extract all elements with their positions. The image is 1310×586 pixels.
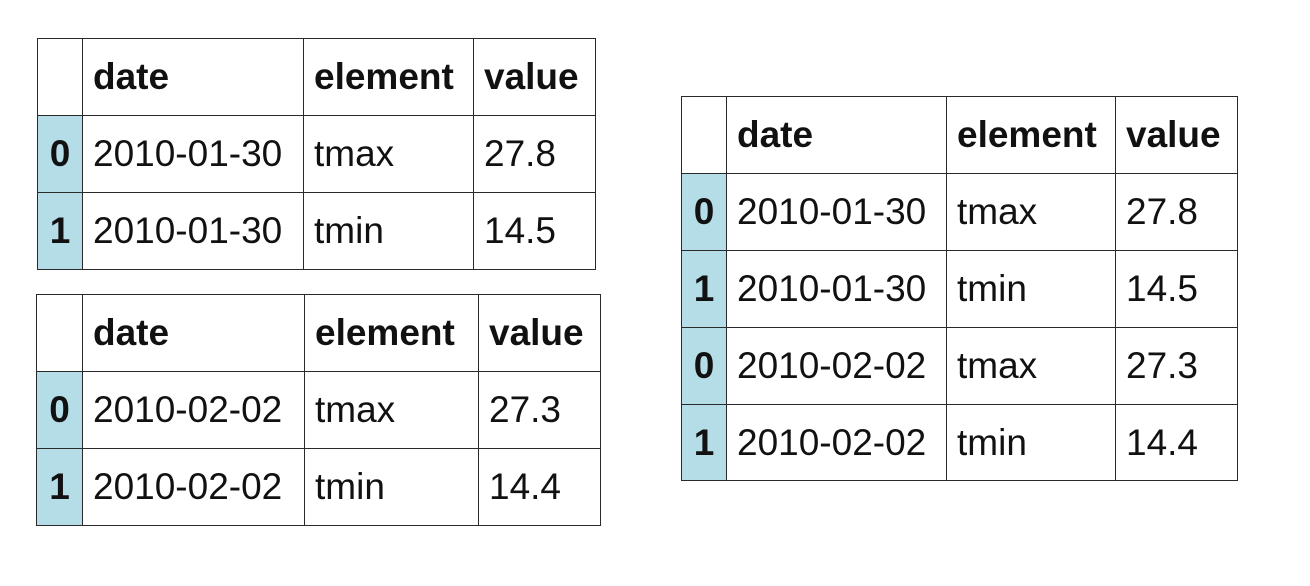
row-index-cell: 1 [36,448,83,526]
column-header-value: value [473,38,596,116]
column-header-value: value [478,294,601,372]
header-row: date element value [681,96,1238,174]
value-cell: 14.5 [473,192,596,270]
element-cell: tmax [304,371,479,449]
column-header-value: value [1115,96,1238,174]
row-index-cell: 0 [37,115,83,193]
table-row: 1 2010-01-30 tmin 14.5 [681,250,1238,328]
date-cell: 2010-01-30 [82,192,304,270]
row-index-cell: 0 [36,371,83,449]
column-header-element: element [303,38,474,116]
column-header-element: element [946,96,1116,174]
table-row: 0 2010-01-30 tmax 27.8 [681,173,1238,251]
date-cell: 2010-01-30 [82,115,304,193]
header-row: date element value [37,38,596,116]
date-cell: 2010-01-30 [726,250,947,328]
index-header-cell [36,294,83,372]
table-row: 0 2010-01-30 tmax 27.8 [37,115,596,193]
element-cell: tmin [303,192,474,270]
index-header-cell [681,96,727,174]
value-cell: 27.3 [1115,327,1238,405]
value-cell: 14.4 [478,448,601,526]
value-cell: 27.8 [473,115,596,193]
element-cell: tmax [946,327,1116,405]
dataframe-table-concatenated: date element value 0 2010-01-30 tmax 27.… [681,96,1238,481]
date-cell: 2010-02-02 [82,448,305,526]
value-cell: 27.8 [1115,173,1238,251]
column-header-date: date [726,96,947,174]
table-row: 0 2010-02-02 tmax 27.3 [36,371,601,449]
column-header-date: date [82,294,305,372]
table-row: 1 2010-01-30 tmin 14.5 [37,192,596,270]
element-cell: tmin [946,250,1116,328]
date-cell: 2010-02-02 [726,327,947,405]
date-cell: 2010-02-02 [82,371,305,449]
dataframe-table-top-left: date element value 0 2010-01-30 tmax 27.… [37,38,596,270]
row-index-cell: 1 [681,250,727,328]
row-index-cell: 0 [681,173,727,251]
value-cell: 14.4 [1115,404,1238,481]
index-header-cell [37,38,83,116]
header-row: date element value [36,294,601,372]
element-cell: tmin [946,404,1116,481]
column-header-element: element [304,294,479,372]
table-row: 1 2010-02-02 tmin 14.4 [681,404,1238,481]
element-cell: tmin [304,448,479,526]
row-index-cell: 1 [37,192,83,270]
table-row: 0 2010-02-02 tmax 27.3 [681,327,1238,405]
value-cell: 14.5 [1115,250,1238,328]
date-cell: 2010-01-30 [726,173,947,251]
row-index-cell: 0 [681,327,727,405]
element-cell: tmax [303,115,474,193]
value-cell: 27.3 [478,371,601,449]
column-header-date: date [82,38,304,116]
dataframe-table-bottom-left: date element value 0 2010-02-02 tmax 27.… [36,294,601,526]
date-cell: 2010-02-02 [726,404,947,481]
table-row: 1 2010-02-02 tmin 14.4 [36,448,601,526]
element-cell: tmax [946,173,1116,251]
row-index-cell: 1 [681,404,727,481]
